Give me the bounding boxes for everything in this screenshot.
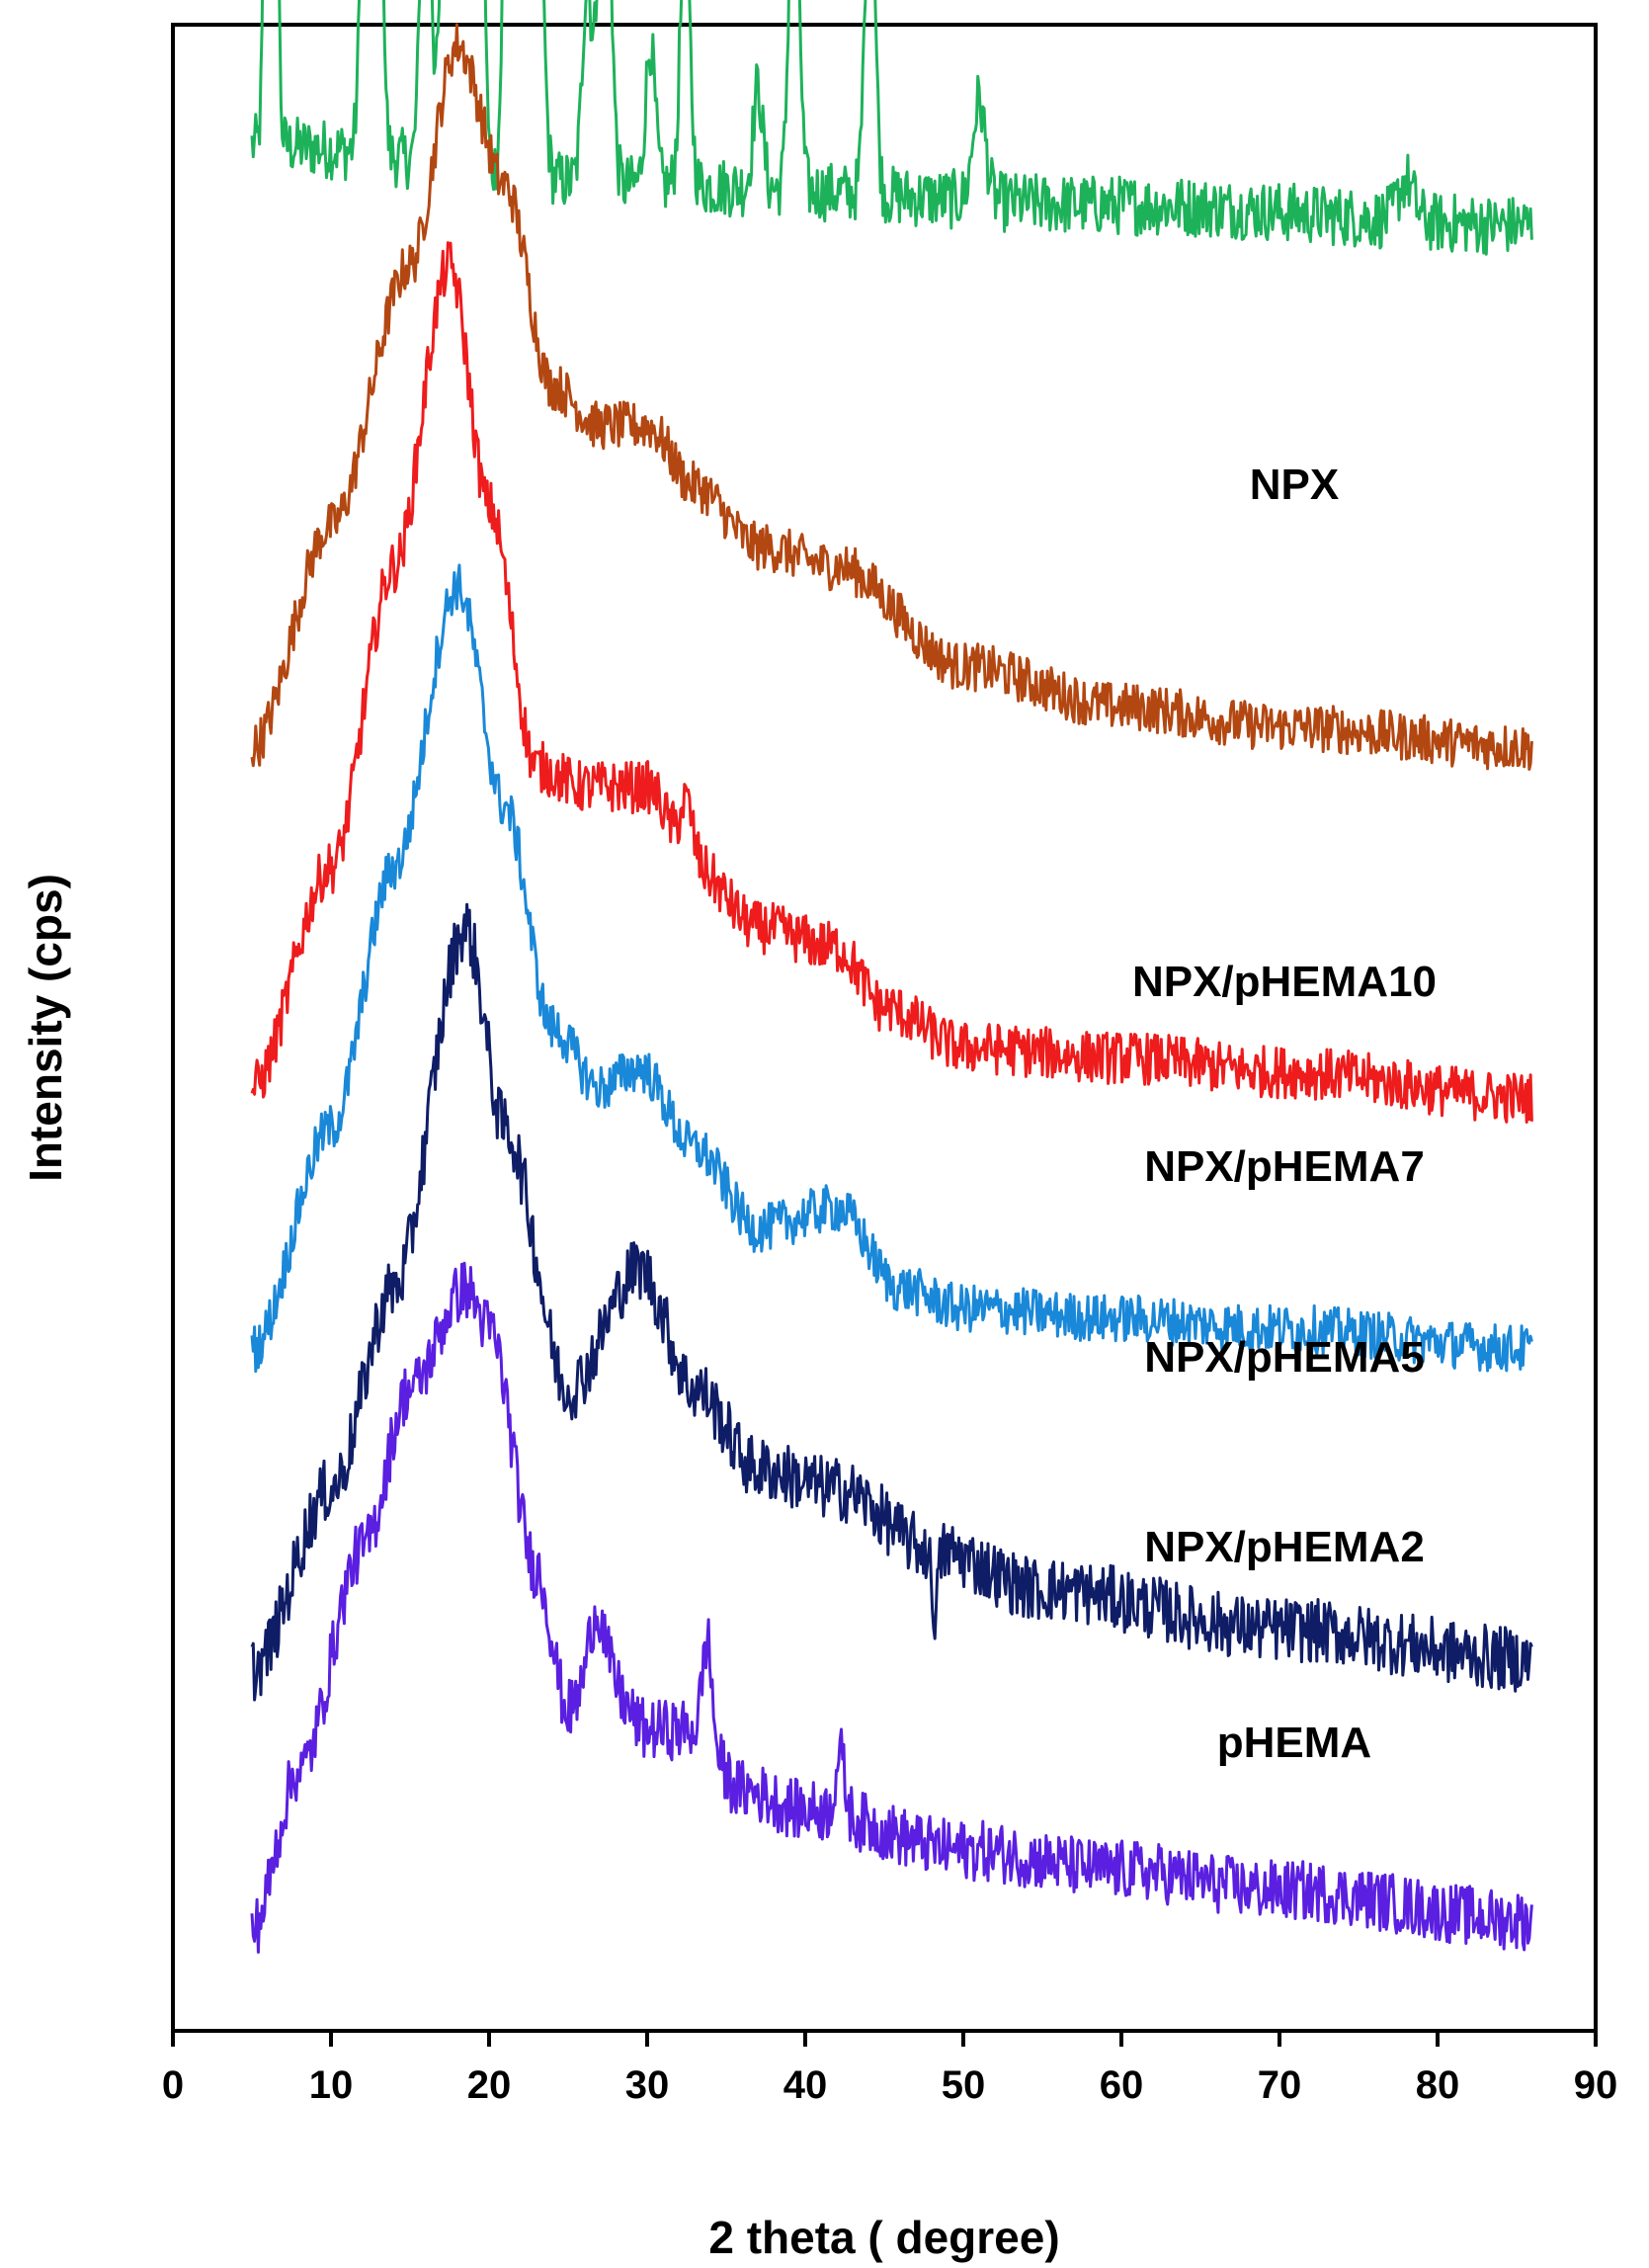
x-tick-label: 60 [1100, 2063, 1144, 2107]
x-axis-ticks: 0 10 20 30 40 50 60 70 80 90 [162, 2031, 1617, 2107]
x-tick-label: 40 [783, 2063, 828, 2107]
series-line-npx-phema5 [250, 563, 1533, 1374]
plot-frame [171, 23, 1598, 2033]
x-tick-label: 90 [1574, 2063, 1618, 2107]
y-axis-title: Intensity (cps) [20, 874, 71, 1182]
x-tick-label: 80 [1416, 2063, 1460, 2107]
series-label-npx-phema10: NPX/pHEMA10 [1132, 958, 1437, 1006]
series-traces [250, 0, 1533, 1954]
series-line-phema [250, 1261, 1533, 1954]
series-label-npx-phema7: NPX/pHEMA7 [1144, 1142, 1425, 1191]
series-label-npx-phema5: NPX/pHEMA5 [1144, 1333, 1425, 1382]
x-tick-label: 20 [467, 2063, 512, 2107]
x-tick-label: 50 [942, 2063, 986, 2107]
series-line-npx-phema2 [250, 902, 1533, 1702]
series-line-npx-phema7 [250, 241, 1533, 1124]
x-axis-title: 2 theta ( degree) [708, 2212, 1059, 2263]
series-line-npx [250, 0, 1533, 256]
series-label-npx: NPX [1250, 461, 1339, 509]
x-tick-label: 0 [162, 2063, 184, 2107]
series-label-phema: pHEMA [1217, 1719, 1371, 1767]
x-tick-label: 10 [309, 2063, 354, 2107]
series-label-npx-phema2: NPX/pHEMA2 [1144, 1523, 1425, 1571]
series-line-npx-phema10 [250, 23, 1533, 771]
x-tick-label: 70 [1258, 2063, 1302, 2107]
series-labels: NPX NPX/pHEMA10 NPX/pHEMA7 NPX/pHEMA5 NPX/pH… [1132, 461, 1437, 1767]
x-tick-label: 30 [625, 2063, 670, 2107]
